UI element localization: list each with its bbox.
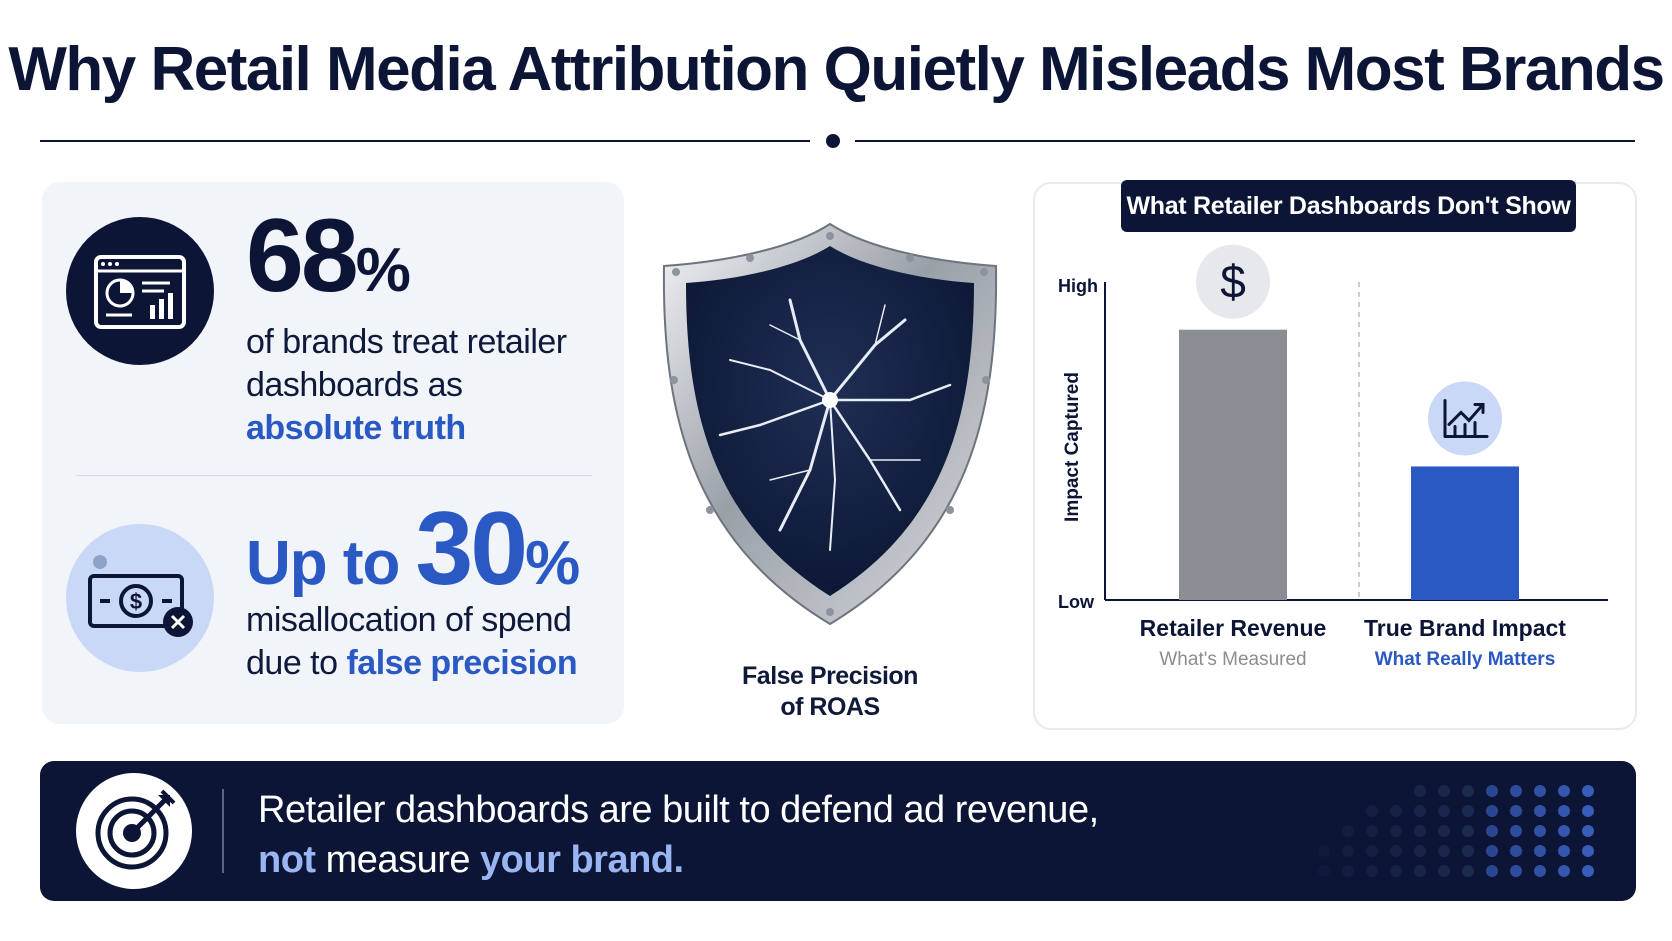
cracked-shield-icon (650, 210, 1010, 640)
decorative-dot (1558, 865, 1570, 877)
decorative-dot (1486, 785, 1498, 797)
stat2-number: Up to 30% (246, 491, 581, 607)
decorative-dot (1342, 865, 1354, 877)
decorative-dot (1534, 805, 1546, 817)
decorative-dot (1318, 865, 1330, 877)
decorative-dot (1582, 785, 1594, 797)
decorative-dot (1486, 845, 1498, 857)
decorative-dot (1534, 825, 1546, 837)
title-divider-dot (826, 134, 840, 148)
category-subtitle-1: What's Measured (1159, 649, 1306, 670)
decorative-dot (1510, 865, 1522, 877)
decorative-dot (1318, 845, 1330, 857)
decorative-dot (1414, 785, 1426, 797)
decorative-dot (1366, 865, 1378, 877)
bar-2 (1411, 466, 1519, 600)
decorative-dot (1558, 845, 1570, 857)
decorative-dot (1510, 785, 1522, 797)
stat1-highlight: absolute truth (246, 409, 466, 447)
bottom-banner: Retailer dashboards are built to defend … (40, 761, 1636, 901)
decorative-dot (1462, 785, 1474, 797)
decorative-dot (1390, 845, 1402, 857)
shield-caption: False Precision of ROAS (742, 662, 918, 721)
stat2-highlight: false precision (346, 644, 578, 682)
category-label-2: True Brand Impact (1364, 615, 1566, 641)
decorative-dot (1414, 865, 1426, 877)
bar-chart: High Low Impact Captured $ Retailer Reven… (1058, 244, 1608, 670)
decorative-dot (1462, 845, 1474, 857)
money-cancel-icon: $ (66, 524, 214, 672)
stats-card: 68% of brands treat retailer dashboards … (42, 182, 624, 724)
decorative-dot (1558, 825, 1570, 837)
decorative-dot (1534, 845, 1546, 857)
decorative-dot (1414, 845, 1426, 857)
decorative-dot (1342, 825, 1354, 837)
decorative-dot (1414, 805, 1426, 817)
category-subtitle-2: What Really Matters (1375, 649, 1556, 670)
decorative-dot (1438, 825, 1450, 837)
dollar-icon (1196, 244, 1270, 319)
decorative-dot (1390, 865, 1402, 877)
decorative-dot (1438, 805, 1450, 817)
y-axis-label: Impact Captured (1062, 372, 1083, 522)
decorative-dot (1438, 865, 1450, 877)
decorative-dot (1462, 865, 1474, 877)
decorative-dot (1582, 805, 1594, 817)
decorative-dot (1486, 825, 1498, 837)
decorative-dot (1582, 865, 1594, 877)
title-divider-left (40, 140, 810, 142)
svg-text:$: $ (130, 589, 142, 614)
bar-1 (1179, 329, 1287, 600)
decorative-dot (1390, 825, 1402, 837)
decorative-dot (1582, 845, 1594, 857)
decorative-dot (1510, 805, 1522, 817)
decorative-dot (1438, 845, 1450, 857)
decorative-dot (1462, 825, 1474, 837)
decorative-dot (1558, 805, 1570, 817)
category-label-1: Retailer Revenue (1140, 615, 1327, 641)
decorative-dot (1390, 805, 1402, 817)
decorative-dot (1366, 825, 1378, 837)
page-title: Why Retail Media Attribution Quietly Mis… (8, 35, 1665, 104)
dollar-icon-glyph: $ (1220, 256, 1246, 308)
decorative-dot (1534, 785, 1546, 797)
decorative-dot (1366, 805, 1378, 817)
decorative-dot (1510, 845, 1522, 857)
decorative-dot (1582, 825, 1594, 837)
decorative-dot (1414, 825, 1426, 837)
decorative-dot (1438, 785, 1450, 797)
stat2-text: misallocation of spend due to false prec… (246, 601, 578, 682)
y-tick-low: Low (1058, 592, 1095, 612)
stat1-text: of brands treat retailer dashboards as a… (246, 323, 567, 447)
decorative-dot (1534, 865, 1546, 877)
decorative-dot (1462, 805, 1474, 817)
chart-title: What Retailer Dashboards Don't Show (1121, 180, 1576, 232)
target-arrow-icon (76, 773, 192, 889)
decorative-dot-grid (1318, 785, 1594, 877)
decorative-dot (1366, 845, 1378, 857)
chart-card (1033, 182, 1637, 730)
banner-message: Retailer dashboards are built to defend … (258, 789, 1099, 881)
y-tick-high: High (1058, 276, 1098, 296)
stat1-number: 68% (246, 198, 411, 314)
dashboard-chart-icon (66, 217, 214, 365)
decorative-dot (1510, 825, 1522, 837)
decorative-dot (1342, 845, 1354, 857)
trend-up-icon-glyph (1443, 398, 1489, 438)
decorative-dot (1558, 785, 1570, 797)
title-divider-right (855, 140, 1635, 142)
banner-separator (222, 789, 224, 873)
card-separator (76, 475, 592, 476)
decorative-dot (1486, 805, 1498, 817)
decorative-dot (1486, 865, 1498, 877)
